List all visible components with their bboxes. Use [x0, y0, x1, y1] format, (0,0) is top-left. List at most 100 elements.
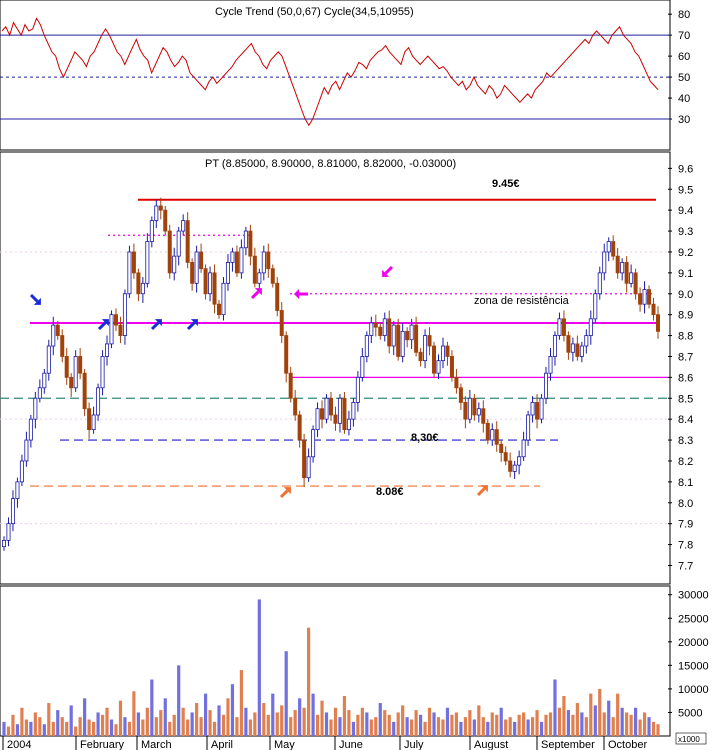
candle-body [557, 318, 562, 336]
candle-body [544, 372, 549, 399]
price-ytick-label: 8.3 [678, 435, 693, 447]
candle-body [485, 422, 490, 441]
volume-bar [100, 714, 105, 736]
candle-body [234, 251, 239, 274]
volume-bar [91, 721, 96, 736]
label-resistance-zone: zona de resistência [474, 295, 570, 307]
candle-body [490, 429, 495, 441]
candle-body [243, 230, 248, 249]
volume-bar [607, 700, 611, 736]
candle-body [311, 429, 316, 458]
candle-body [33, 397, 38, 420]
volume-bar [221, 714, 226, 736]
candle-body [355, 376, 360, 403]
month-label: April [211, 739, 233, 750]
candle-body [512, 464, 517, 472]
volume-bar [459, 721, 463, 736]
candle-body [615, 255, 620, 274]
volume-bar [24, 719, 28, 736]
price-ytick-label: 8.1 [678, 477, 693, 489]
price-ytick-label: 9.2 [678, 247, 693, 259]
candle-body [328, 397, 333, 416]
candle-body [351, 402, 356, 420]
volume-bar [513, 721, 517, 736]
candle-body [225, 262, 230, 284]
cycle-ytick-label: 40 [678, 93, 690, 105]
volume-bar [530, 717, 535, 736]
annotation-arrowhead [480, 485, 488, 493]
volume-bar [468, 710, 472, 736]
volume-bar [239, 670, 244, 736]
volume-bar [11, 714, 15, 736]
volume-bar [181, 707, 185, 736]
volume-bar [450, 714, 454, 736]
candle-body [96, 387, 101, 416]
candle-body [87, 408, 92, 431]
candle-body [42, 372, 47, 389]
candle-body [248, 230, 253, 257]
volume-bar [647, 717, 651, 736]
volume-bar [298, 698, 302, 736]
volume-bar [504, 719, 508, 736]
volume-bar [481, 717, 485, 736]
volume-bar [195, 703, 199, 736]
volume-bar [378, 703, 382, 736]
volume-bar [315, 714, 320, 736]
candle-body [427, 335, 432, 347]
candle-body [449, 356, 454, 378]
volume-bar [42, 724, 46, 736]
candle-body [373, 322, 378, 328]
candle-body [315, 408, 320, 431]
volume-bar [562, 695, 566, 736]
candle-body [105, 343, 110, 357]
drawing-layer [0, 34, 670, 487]
month-label: March [141, 739, 172, 750]
volume-bar [616, 693, 620, 736]
candle-body [584, 335, 589, 347]
candle-body [606, 241, 611, 253]
volume-bar [163, 698, 167, 736]
volume-bar [311, 693, 315, 736]
candle-body [521, 439, 526, 458]
month-label: September [541, 739, 595, 750]
annotation-arrowhead [101, 319, 109, 327]
annotation-arrowhead [382, 269, 390, 277]
candle-body [176, 230, 181, 257]
volume-bar [620, 707, 624, 736]
cycle-series-line [1, 17, 659, 127]
volume-bar [271, 693, 275, 736]
annotation-layer: 80 70 60 50 40 30 9.6 9.5 9.4 9.3 9.2 9.1 9.0 8.9 8.8 8… [7, 9, 709, 750]
month-label: June [339, 739, 363, 750]
volume-bar [145, 707, 149, 736]
volume-bar [248, 719, 252, 736]
annotation-arrow [186, 321, 196, 331]
month-label: October [608, 739, 647, 750]
volume-bar [490, 712, 494, 736]
volume-bar [199, 717, 203, 736]
annotation-arrow [250, 290, 260, 300]
volume-bar [651, 721, 656, 736]
volume-bar [132, 691, 136, 736]
volume-bar [445, 707, 450, 736]
candle-body [172, 255, 177, 274]
volume-bar [159, 710, 163, 736]
month-label: July [404, 739, 424, 750]
volume-bar [410, 719, 414, 736]
candle-body [360, 356, 365, 378]
volume-bar [625, 712, 629, 736]
price-panel [0, 151, 671, 585]
volume-bar [172, 714, 176, 736]
volume-bar [557, 707, 562, 736]
volume-bar [217, 705, 221, 736]
volume-bar [495, 714, 499, 736]
volume-bar [324, 712, 329, 736]
volume-bar [253, 712, 257, 736]
candle-body [100, 356, 105, 389]
volume-bar [141, 719, 145, 736]
candle-body [324, 397, 329, 420]
candle-body [454, 376, 459, 389]
candle-body [239, 247, 244, 274]
candle-body [346, 418, 351, 431]
volume-bar [535, 710, 539, 736]
volume-bar [6, 726, 11, 736]
